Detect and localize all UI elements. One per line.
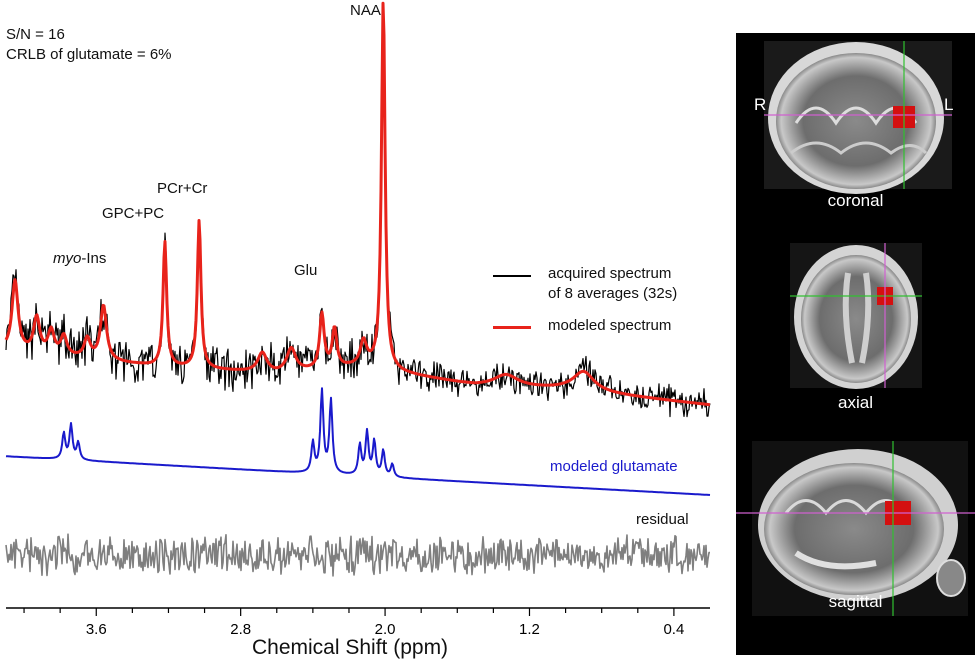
coronal-scan: [764, 41, 952, 194]
x-axis-title: Chemical Shift (ppm): [252, 636, 449, 659]
legend-acquired-swatch: [493, 275, 531, 277]
peak-label-pcr-cr: PCr+Cr: [157, 180, 208, 197]
coronal-label: coronal: [827, 191, 884, 210]
axial-label: axial: [838, 393, 873, 412]
x-tick-label: 2.0: [375, 621, 396, 638]
x-tick-label: 2.8: [230, 621, 251, 638]
sn-annotation: S/N = 16: [6, 26, 65, 43]
peak-label-myo-ins: myo-Ins: [53, 250, 106, 267]
sagittal-label: sagittal: [828, 592, 883, 611]
x-tick-label: 0.4: [663, 621, 684, 638]
axial-scan: [790, 243, 922, 389]
sagittal-scan: [736, 441, 975, 616]
legend-modeled-swatch: [493, 326, 531, 329]
peak-label-naa: NAA: [350, 2, 381, 19]
crlb-annotation: CRLB of glutamate = 6%: [6, 46, 172, 63]
mri-panel: R L coronal axial sagittal: [736, 33, 975, 655]
peak-label-myo-italic: myo: [53, 250, 82, 267]
peak-label-gpc-pc: GPC+PC: [102, 205, 165, 222]
residual-line: [5, 533, 710, 577]
x-tick-label: 1.2: [519, 621, 540, 638]
spectrum-chart: 3.6 2.8 2.0 1.2 0.4: [4, 1, 711, 638]
mri-images: [736, 41, 975, 616]
legend-glutamate-label: modeled glutamate: [550, 458, 678, 475]
legend-modeled-label: modeled spectrum: [548, 317, 672, 334]
legend-acquired-label: acquired spectrum: [548, 265, 672, 282]
legend-residual-label: residual: [636, 511, 689, 528]
modeled-spectrum-line: [4, 1, 711, 407]
peak-label-ins: -Ins: [81, 250, 107, 267]
mri-right-label: R: [754, 95, 767, 114]
mri-left-label: L: [944, 95, 954, 114]
legend-acquired-label-2: of 8 averages (32s): [548, 285, 678, 302]
modeled-glutamate-line: [5, 387, 711, 496]
x-tick-label: 3.6: [86, 621, 107, 638]
peak-label-glu: Glu: [294, 262, 318, 279]
